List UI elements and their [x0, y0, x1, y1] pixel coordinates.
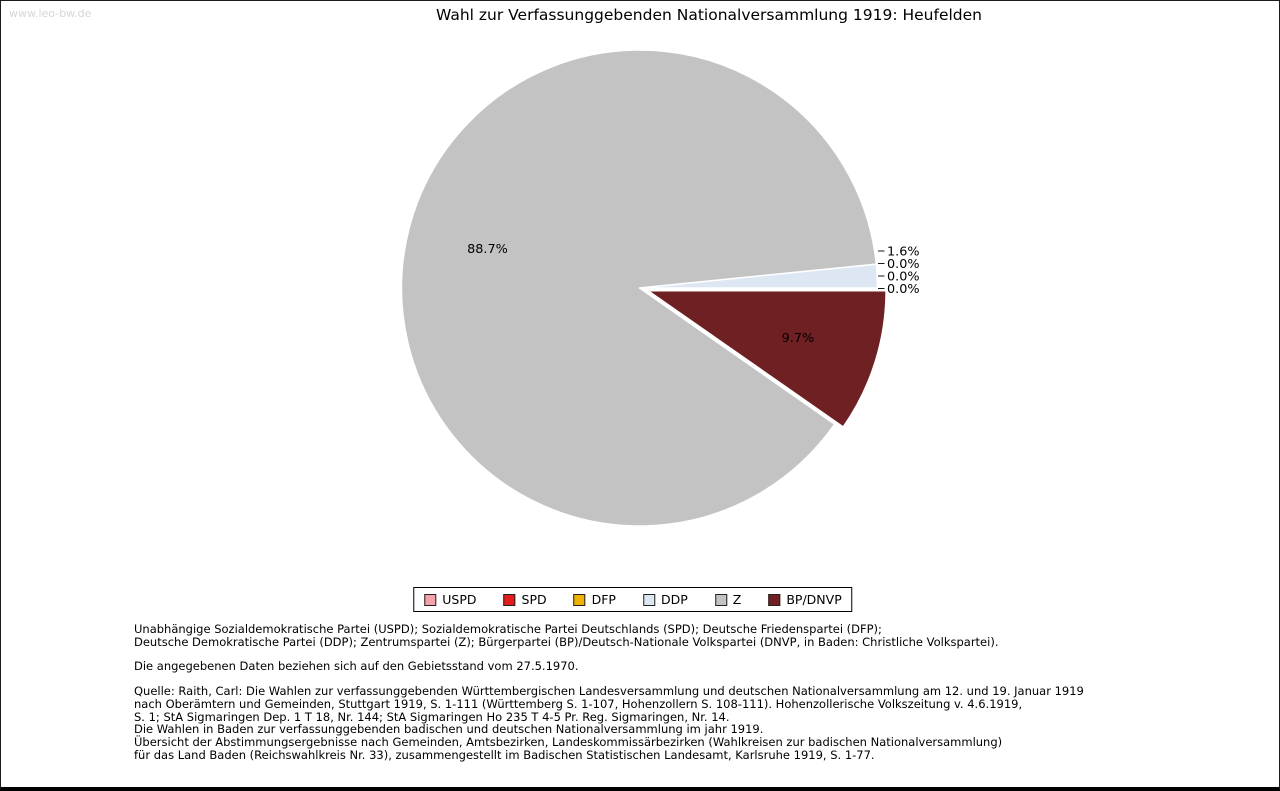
legend-label: SPD	[521, 592, 547, 607]
footer-line: Quelle: Raith, Carl: Die Wahlen zur verf…	[134, 684, 1084, 699]
legend-label: BP/DNVP	[786, 592, 842, 607]
pie-percentage-label: 0.0%	[887, 282, 920, 297]
legend-swatch-z	[714, 593, 727, 606]
footer-abbreviations: Unabhängige Sozialdemokratische Partei (…	[134, 623, 1084, 648]
legend: USPD SPD DFP DDP Z BP/DNVP	[413, 587, 853, 612]
pie-percentage-label: 9.7%	[782, 331, 815, 346]
legend-item-uspd: USPD	[424, 592, 477, 607]
legend-swatch-dfp	[573, 593, 586, 606]
legend-label: DFP	[591, 592, 616, 607]
legend-item-z: Z	[714, 592, 742, 607]
pie-percentage-label: 0.0%	[887, 257, 920, 272]
legend-item-dfp: DFP	[573, 592, 616, 607]
legend-item-ddp: DDP	[642, 592, 688, 607]
footer-source: Quelle: Raith, Carl: Die Wahlen zur verf…	[134, 685, 1084, 761]
pie-slice-z	[400, 49, 878, 527]
footer-line: Deutsche Demokratische Partei (DDP); Zen…	[134, 634, 999, 649]
legend-label: Z	[732, 592, 742, 607]
pie-slice-bp-dnvp	[647, 289, 887, 428]
legend-label: DDP	[660, 592, 688, 607]
footer-line: Unabhängige Sozialdemokratische Partei (…	[134, 622, 882, 636]
pie-chart: 88.7%9.7%1.6%0.0%0.0%0.0%	[400, 49, 920, 527]
footer-note: Die angegebenen Daten beziehen sich auf …	[134, 660, 1084, 673]
chart-title: Wahl zur Verfassunggebenden Nationalvers…	[435, 6, 983, 24]
legend-item-bp-dnvp: BP/DNVP	[768, 592, 842, 607]
pie-percentage-label: 1.6%	[887, 244, 920, 259]
pie-percentage-label: 0.0%	[887, 269, 920, 284]
legend-item-spd: SPD	[503, 592, 547, 607]
footer-line: Die angegebenen Daten beziehen sich auf …	[134, 659, 579, 674]
footer: Unabhängige Sozialdemokratische Partei (…	[134, 623, 1084, 773]
footer-line: Die Wahlen in Baden zur verfassunggebend…	[134, 722, 764, 737]
footer-line: für das Land Baden (Reichswahlkreis Nr. …	[134, 747, 875, 762]
legend-swatch-uspd	[424, 593, 437, 606]
footer-line: Übersicht der Abstimmungsergebnisse nach…	[134, 734, 1003, 749]
watermark: www.leo-bw.de	[9, 7, 92, 20]
footer-line: nach Oberämtern und Gemeinden, Stuttgart…	[134, 696, 1023, 711]
legend-swatch-spd	[503, 593, 516, 606]
pie-percentage-label: 88.7%	[467, 242, 508, 257]
footer-line: S. 1; StA Sigmaringen Dep. 1 T 18, Nr. 1…	[134, 709, 730, 724]
legend-swatch-ddp	[642, 593, 655, 606]
legend-label: USPD	[442, 592, 477, 607]
legend-swatch-bp-dnvp	[768, 593, 781, 606]
